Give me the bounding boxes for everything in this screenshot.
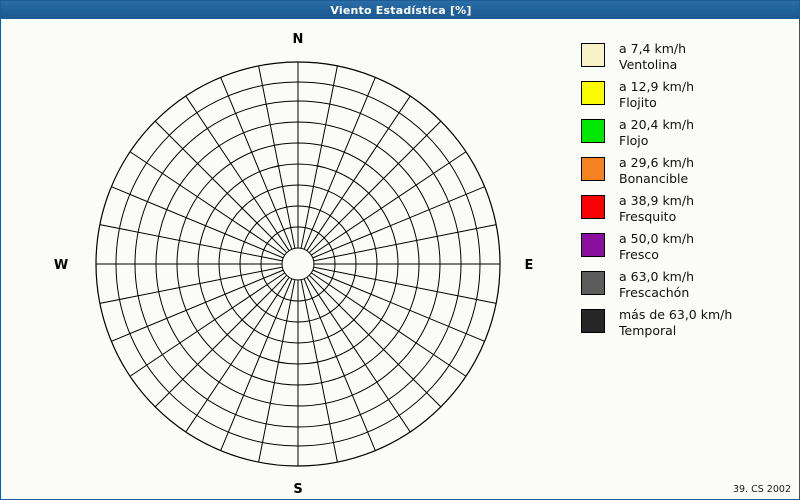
legend-wind-name: Frescachón: [619, 284, 690, 300]
compass-label-south: S: [293, 482, 302, 497]
compass-label-north: N: [293, 32, 304, 47]
grid-spoke: [308, 274, 442, 408]
legend-color-swatch: [581, 233, 605, 257]
grid-spoke: [311, 272, 467, 377]
grid-spoke: [99, 224, 283, 262]
legend-speed-range: a 12,9 km/h: [619, 79, 694, 94]
grid-ring: [281, 247, 315, 281]
legend-item-label: más de 63,0 km/h Temporal: [619, 307, 732, 338]
compass-label-east: E: [525, 258, 534, 273]
wind-rose-svg: N E S W: [54, 32, 534, 497]
window-title: Viento Estadística [%]: [330, 3, 472, 17]
grid-spoke: [258, 65, 296, 249]
grid-spoke: [313, 224, 497, 262]
grid-spoke: [313, 266, 497, 304]
legend-color-swatch: [581, 81, 605, 105]
legend-item-label: a 7,4 km/h Ventolina: [619, 41, 686, 72]
grid-spoke: [154, 274, 288, 408]
grid-spoke: [220, 77, 293, 250]
grid-spoke: [99, 266, 283, 304]
legend-speed-range: más de 63,0 km/h: [619, 307, 733, 322]
polar-grid: [95, 61, 501, 467]
grid-spoke: [154, 120, 288, 254]
grid-spoke: [303, 278, 376, 451]
legend-wind-name: Ventolina: [619, 56, 678, 72]
legend-item[interactable]: más de 63,0 km/h Temporal: [581, 307, 796, 338]
grid-spoke: [111, 269, 284, 342]
legend-item-label: a 63,0 km/h Frescachón: [619, 269, 694, 300]
legend-color-swatch: [581, 195, 605, 219]
legend-item[interactable]: a 63,0 km/h Frescachón: [581, 269, 796, 300]
legend-wind-name: Bonancible: [619, 170, 689, 186]
legend-wind-name: Flojito: [619, 94, 657, 110]
grid-spoke: [258, 279, 296, 463]
grid-spoke: [312, 186, 485, 259]
legend-item-label: a 50,0 km/h Fresco: [619, 231, 694, 262]
grid-spoke: [308, 120, 442, 254]
legend-speed-range: a 29,6 km/h: [619, 155, 694, 170]
legend-wind-name: Fresquito: [619, 208, 677, 224]
legend-item[interactable]: a 7,4 km/h Ventolina: [581, 41, 796, 72]
legend-speed-range: a 38,9 km/h: [619, 193, 694, 208]
legend-item[interactable]: a 38,9 km/h Fresquito: [581, 193, 796, 224]
legend-item-label: a 29,6 km/h Bonancible: [619, 155, 694, 186]
chart-canvas: N E S W a 7,4 km/h Ventolina a 12,9 km/h Fl…: [1, 19, 799, 499]
legend-item[interactable]: a 12,9 km/h Flojito: [581, 79, 796, 110]
legend-color-swatch: [581, 119, 605, 143]
grid-spoke: [300, 279, 338, 463]
grid-spoke: [303, 77, 376, 250]
grid-spoke: [311, 151, 467, 256]
legend-color-swatch: [581, 157, 605, 181]
legend-speed-range: a 20,4 km/h: [619, 117, 694, 132]
grid-spoke: [129, 151, 285, 256]
legend-speed-range: a 7,4 km/h: [619, 41, 687, 56]
wind-rose-plot: N E S W: [1, 19, 561, 499]
grid-spoke: [111, 186, 284, 259]
footer-credit: 39. CS 2002: [733, 484, 791, 495]
legend-item[interactable]: a 50,0 km/h Fresco: [581, 231, 796, 262]
grid-spoke: [312, 269, 485, 342]
grid-spoke: [306, 95, 411, 251]
legend-item-label: a 20,4 km/h Flojo: [619, 117, 694, 148]
window-title-bar: Viento Estadística [%]: [1, 1, 799, 19]
legend-color-swatch: [581, 309, 605, 333]
grid-spoke: [185, 277, 290, 433]
grid-spoke: [306, 277, 411, 433]
grid-spoke: [129, 272, 285, 377]
grid-spoke: [220, 278, 293, 451]
legend-item[interactable]: a 20,4 km/h Flojo: [581, 117, 796, 148]
legend-item-label: a 12,9 km/h Flojito: [619, 79, 694, 110]
legend-wind-name: Flojo: [619, 132, 649, 148]
grid-spoke: [185, 95, 290, 251]
grid-spoke: [300, 65, 338, 249]
legend-item[interactable]: a 29,6 km/h Bonancible: [581, 155, 796, 186]
legend-item-label: a 38,9 km/h Fresquito: [619, 193, 694, 224]
legend-wind-name: Fresco: [619, 246, 659, 262]
legend-wind-name: Temporal: [619, 322, 677, 338]
legend-speed-range: a 63,0 km/h: [619, 269, 694, 284]
legend-speed-range: a 50,0 km/h: [619, 231, 694, 246]
legend-color-swatch: [581, 271, 605, 295]
legend: a 7,4 km/h Ventolina a 12,9 km/h Flojito a 2…: [581, 41, 796, 345]
legend-color-swatch: [581, 43, 605, 67]
compass-label-west: W: [54, 258, 68, 273]
